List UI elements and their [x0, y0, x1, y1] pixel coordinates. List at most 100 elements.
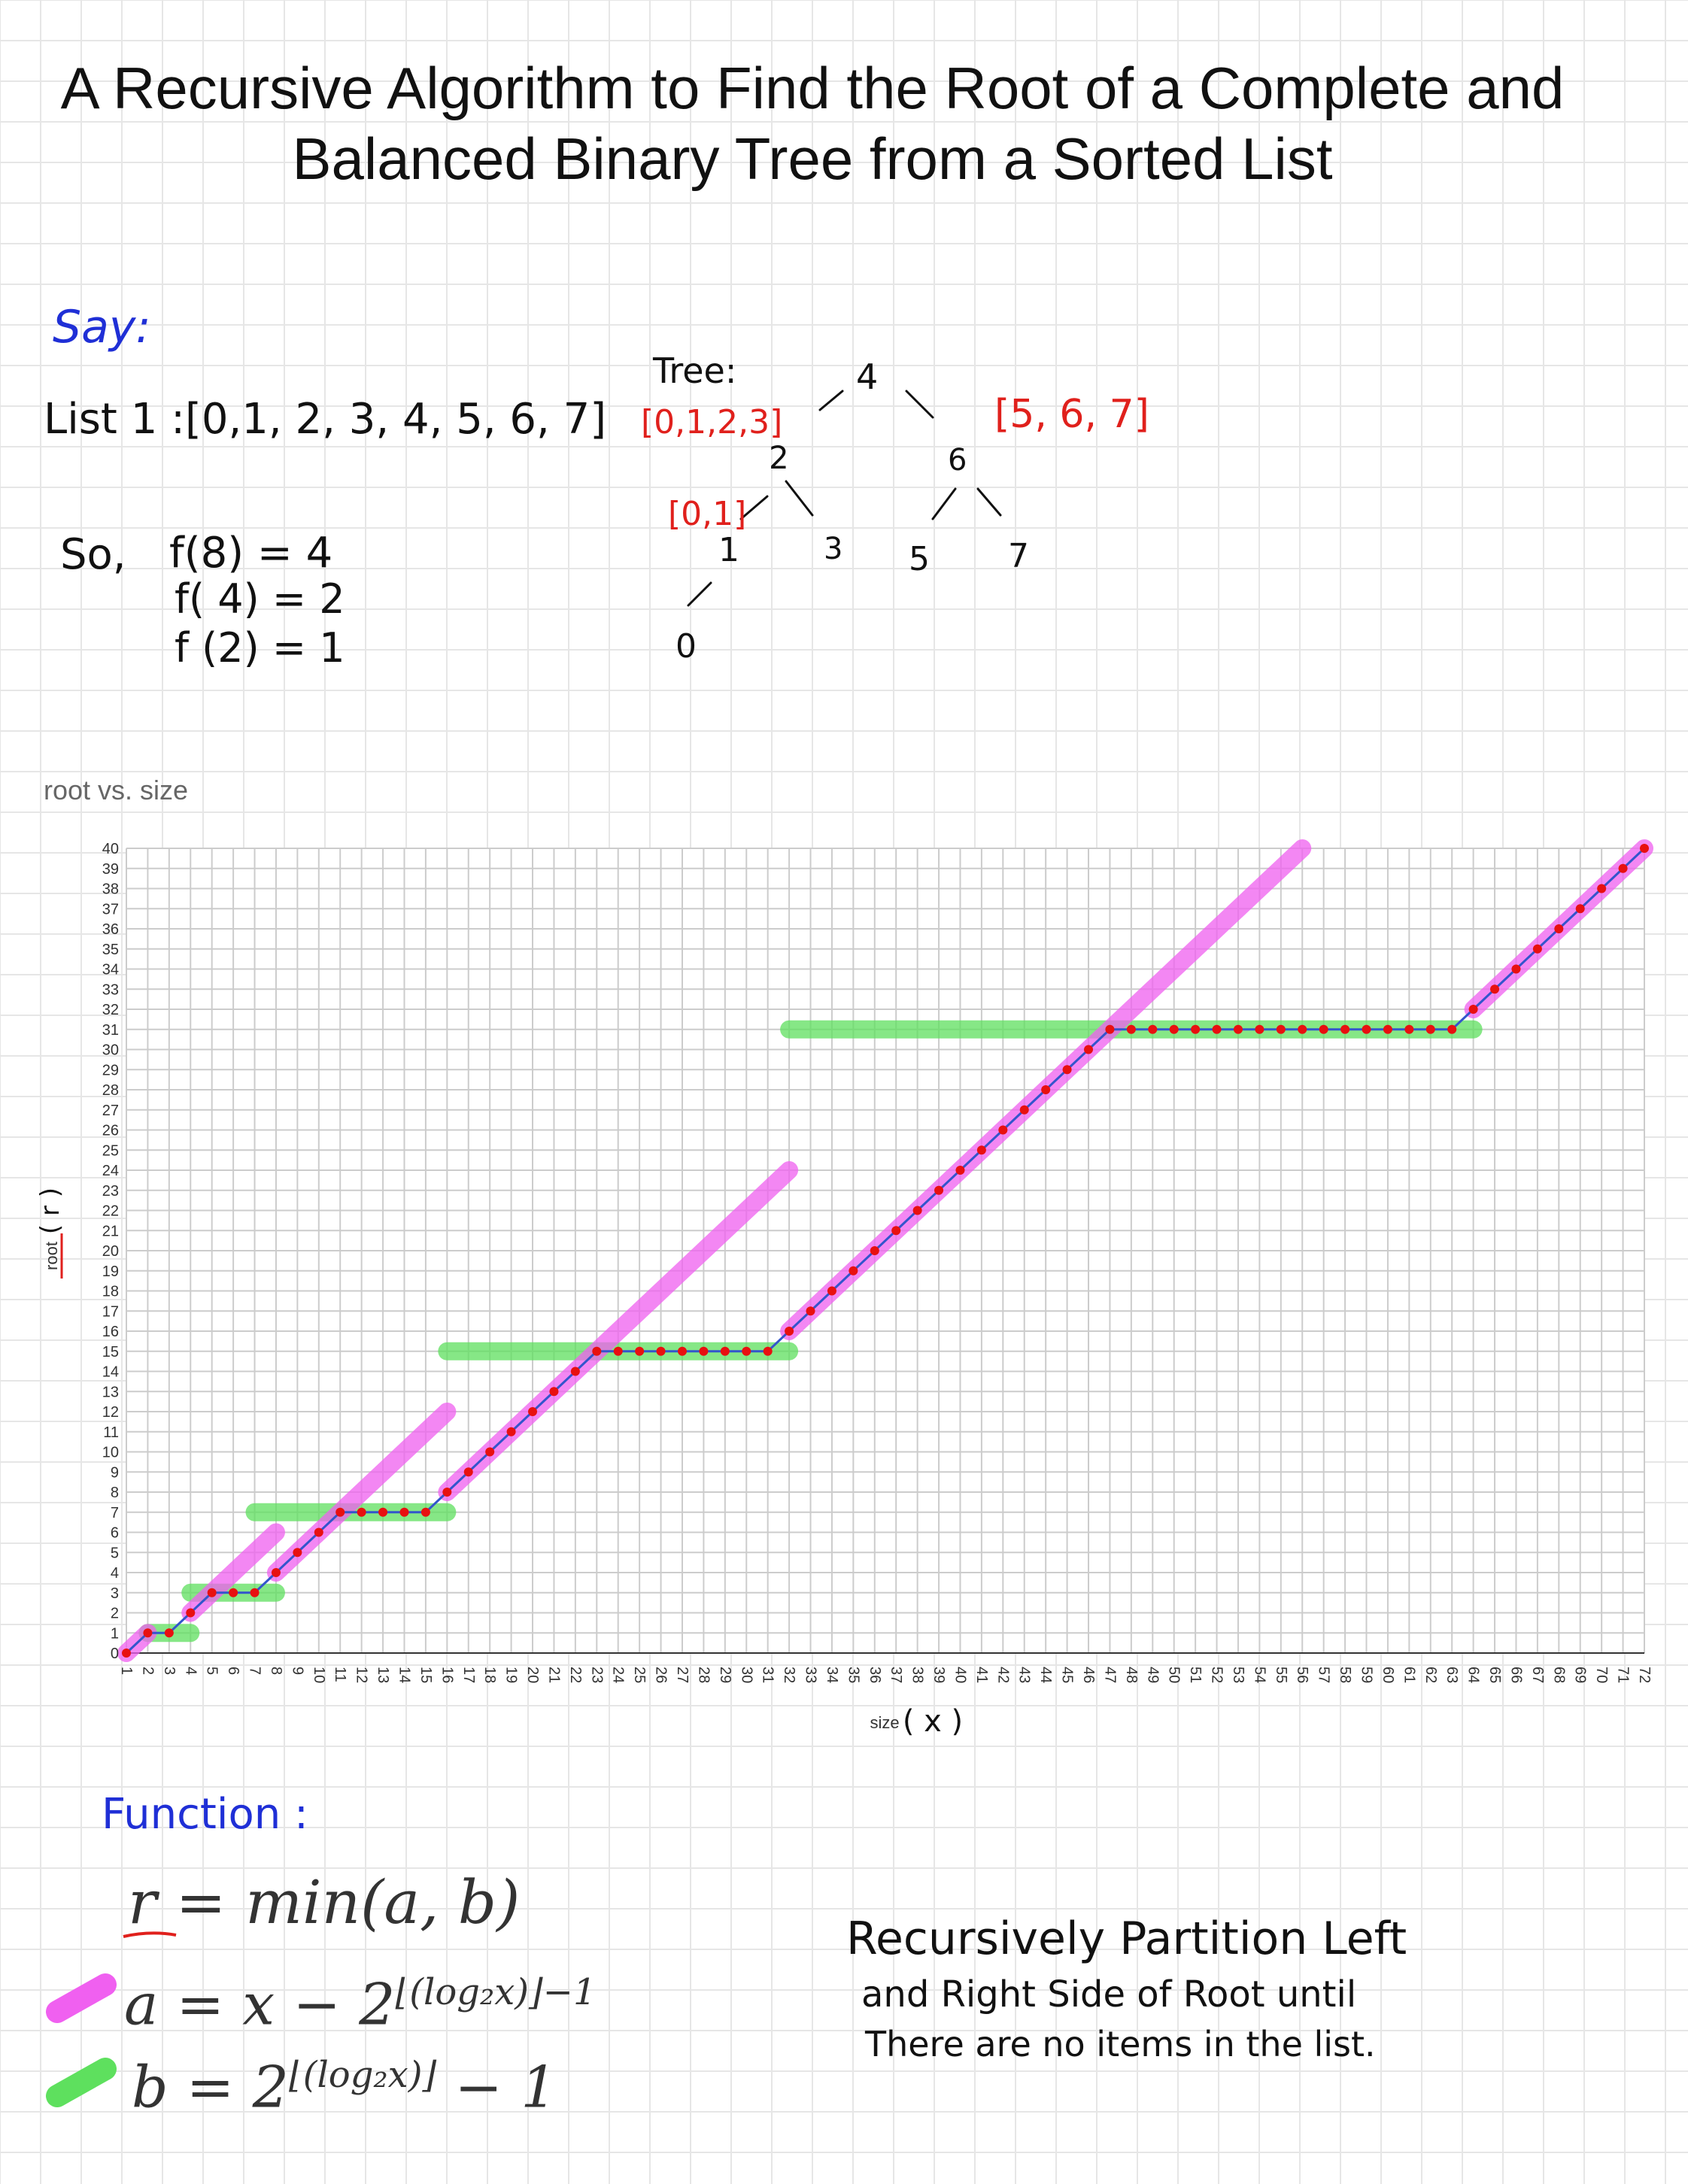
x-tick-label: 24 [610, 1667, 627, 1683]
y-tick-label: 18 [102, 1284, 119, 1300]
data-point [1404, 1024, 1414, 1034]
left-subtree-list: [0,1,2,3] [641, 403, 783, 441]
x-tick-label: 56 [1294, 1667, 1310, 1683]
x-tick-label: 8 [268, 1667, 284, 1675]
y-tick-label: 22 [102, 1203, 119, 1220]
x-tick-label: 49 [1144, 1667, 1161, 1683]
x-tick-label: 32 [781, 1667, 797, 1683]
tree-node-1: 1 [718, 531, 739, 569]
x-tick-label: 46 [1080, 1667, 1097, 1683]
data-point [635, 1346, 645, 1356]
x-tick-label: 63 [1444, 1667, 1460, 1683]
x-tick-label: 33 [803, 1667, 819, 1683]
data-point [1511, 964, 1521, 974]
data-point [420, 1507, 430, 1517]
data-point [785, 1327, 794, 1336]
data-point [1062, 1065, 1072, 1075]
y-tick-label: 38 [102, 881, 119, 898]
data-point [592, 1346, 602, 1356]
tree-node-3: 3 [824, 532, 843, 566]
equation-b-base: b = 2 [132, 2053, 289, 2121]
x-tick-label: 42 [994, 1667, 1011, 1683]
data-point [1191, 1024, 1201, 1034]
x-tick-label: 16 [439, 1667, 455, 1683]
data-point [442, 1488, 452, 1497]
y-tick-label: 40 [102, 841, 119, 857]
data-point [849, 1266, 858, 1276]
x-tick-label: 52 [1209, 1667, 1225, 1683]
data-point [463, 1467, 473, 1477]
y-tick-label: 36 [102, 921, 119, 938]
equation-r: r = min(a, b) [128, 1867, 521, 1937]
data-point [1425, 1024, 1435, 1034]
x-tick-label: 68 [1550, 1667, 1567, 1683]
data-point [378, 1507, 388, 1517]
data-point [528, 1407, 538, 1416]
so-note: So, [60, 530, 126, 579]
data-point [763, 1346, 773, 1356]
x-tick-label: 70 [1593, 1667, 1610, 1683]
x-tick-label: 30 [738, 1667, 754, 1683]
y-tick-label: 29 [102, 1062, 119, 1078]
right-subtree-list: [5, 6, 7] [994, 392, 1149, 437]
x-tick-label: 57 [1316, 1667, 1332, 1683]
green-legend-swatch-icon [46, 2058, 117, 2107]
left-left-subtree-list: [0,1] [668, 495, 747, 533]
pink-legend-swatch-icon [46, 1973, 117, 2023]
x-tick-label: 14 [396, 1667, 412, 1683]
y-tick-label: 16 [102, 1324, 119, 1340]
equation-a-base: a = x − 2 [124, 1970, 396, 2038]
x-tick-label: 66 [1507, 1667, 1524, 1683]
data-point [1041, 1085, 1051, 1094]
data-point [1362, 1024, 1371, 1034]
y-tick-label: 39 [102, 861, 119, 878]
x-tick-label: 5 [204, 1667, 220, 1675]
x-tick-label: 58 [1337, 1667, 1353, 1683]
y-tick-label: 35 [102, 942, 119, 958]
data-point [1490, 984, 1500, 994]
y-tick-label: 3 [111, 1585, 119, 1602]
data-point [955, 1166, 965, 1175]
data-point [1019, 1105, 1029, 1115]
x-tick-label: 23 [588, 1667, 605, 1683]
x-tick-label: 13 [375, 1667, 391, 1683]
tree-node-5: 5 [909, 540, 930, 578]
y-tick-label: 8 [111, 1485, 119, 1501]
data-point [976, 1145, 986, 1155]
tree-node-2: 2 [769, 439, 789, 476]
data-point [870, 1246, 879, 1255]
equation-b-exponent: ⌊(log₂x)⌋ [289, 2054, 437, 2096]
x-tick-label: 50 [1166, 1667, 1183, 1683]
data-point [335, 1507, 345, 1517]
y-tick-label: 11 [103, 1424, 119, 1441]
x-tick-label: 27 [674, 1667, 691, 1683]
x-tick-label: 21 [545, 1667, 562, 1683]
data-point [1575, 904, 1585, 914]
data-point [934, 1185, 944, 1195]
y-axis-label: root [42, 1242, 61, 1270]
x-tick-label: 60 [1380, 1667, 1396, 1683]
data-point [186, 1608, 196, 1618]
x-tick-label: 31 [760, 1667, 776, 1683]
data-point [122, 1649, 131, 1658]
tree-node-0: 0 [676, 627, 697, 666]
data-point [1532, 944, 1542, 954]
x-tick-label: 69 [1572, 1667, 1589, 1683]
x-tick-label: 12 [354, 1667, 370, 1683]
data-point [1148, 1024, 1158, 1034]
data-point [207, 1588, 217, 1597]
x-tick-label: 40 [952, 1667, 968, 1683]
x-tick-label: 35 [845, 1667, 861, 1683]
data-point [1276, 1024, 1286, 1034]
data-point [1340, 1024, 1350, 1034]
x-tick-label: 45 [1059, 1667, 1076, 1683]
x-tick-label: 29 [717, 1667, 733, 1683]
data-point [1169, 1024, 1179, 1034]
list-note: List 1 :[0,1, 2, 3, 4, 5, 6, 7] [44, 395, 607, 444]
x-tick-label: 39 [931, 1667, 947, 1683]
x-tick-label: 51 [1187, 1667, 1204, 1683]
data-point [1212, 1024, 1222, 1034]
x-tick-label: 36 [867, 1667, 883, 1683]
x-tick-label: 47 [1101, 1667, 1118, 1683]
data-point [891, 1226, 901, 1236]
